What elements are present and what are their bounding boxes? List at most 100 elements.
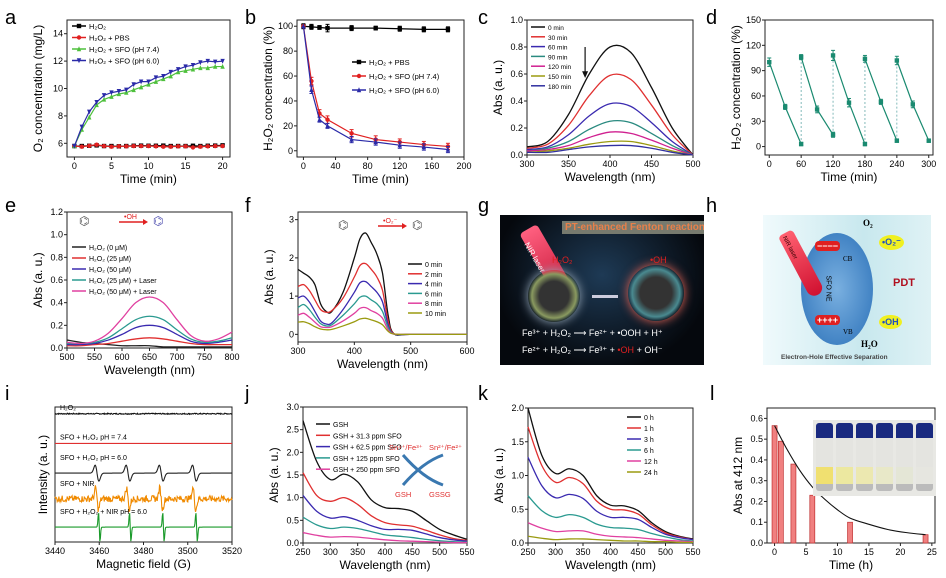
y-tick-label: 1.5 <box>511 437 524 447</box>
x-tick-label: 250 <box>520 547 535 557</box>
x-tick-label: 300 <box>548 547 563 557</box>
x-tick-label: 60 <box>796 159 806 169</box>
legend-entry: 0 h <box>644 415 654 422</box>
x-tick-label: 120 <box>826 159 841 169</box>
legend-entry: 6 h <box>644 448 654 455</box>
series-line <box>527 426 694 541</box>
x-tick-label: 3440 <box>45 546 65 556</box>
series-line <box>526 140 694 156</box>
redox-cycle-arrow-icon <box>401 453 444 486</box>
y-tick-label: 8 <box>58 111 63 121</box>
y-tick-label: 0.8 <box>510 42 523 52</box>
series-line <box>526 73 694 156</box>
y-tick-label: 0.0 <box>286 538 299 548</box>
x-tick-label: 240 <box>889 159 904 169</box>
x-tick-label: 250 <box>295 547 310 557</box>
data-point <box>421 144 427 150</box>
vials-row <box>813 420 936 494</box>
data-point <box>325 123 330 129</box>
fenton-equation-2: Fe²⁺ + H₂O₂ ⟶ Fe³⁺ + •OH + OH⁻ <box>522 345 663 356</box>
vials-photo-inset <box>813 420 936 496</box>
data-point <box>87 109 92 115</box>
y-axis-label: Abs at 412 nm <box>731 437 745 514</box>
panel-letter: e <box>5 195 16 217</box>
legend-entry: 2 min <box>425 272 442 279</box>
y-tick-label: 0.0 <box>510 150 523 160</box>
x-tick-label: 550 <box>685 547 700 557</box>
y-axis-label: H₂O₂ concentration (%) <box>261 26 275 151</box>
data-point <box>198 144 203 149</box>
y-tick-label: 0.6 <box>50 275 63 285</box>
x-tick-label: 600 <box>114 352 129 362</box>
x-axis-label: Wavelength (nm) <box>565 170 656 184</box>
data-point <box>445 146 451 152</box>
series-line <box>527 495 694 542</box>
y-tick-label: 1.0 <box>286 493 299 503</box>
y-axis-label: Intensity (a. u.) <box>36 435 50 514</box>
x-tick-label: 800 <box>224 352 239 362</box>
legend-entry: GSH + 250 ppm SFO <box>333 467 400 474</box>
y-tick-label: 2.5 <box>286 425 299 435</box>
y-tick-label: 0.2 <box>50 320 63 330</box>
x-tick-label: 0 <box>72 161 77 171</box>
data-point <box>220 58 225 64</box>
x-axis-label: Wavelength (nm) <box>104 363 195 377</box>
x-tick-label: 400 <box>603 547 618 557</box>
x-tick-label: 15 <box>181 161 191 171</box>
data-point <box>175 67 181 73</box>
data-point <box>161 73 166 79</box>
x-tick-label: 10 <box>832 547 842 557</box>
data-point <box>356 73 362 79</box>
panel-h-illustration: NIR laser −−−− CB SFO NE ++++ VB O₂ •O₂⁻… <box>763 215 931 365</box>
legend-entry: H₂O₂ + SFO (pH 7.4) <box>89 45 160 54</box>
data-point <box>138 84 144 90</box>
y-tick-label: 1.5 <box>286 470 299 480</box>
legend-entry: 3 h <box>644 437 654 444</box>
data-point <box>138 79 144 85</box>
y-tick-label: 120 <box>746 40 761 50</box>
x-tick-label: 3460 <box>89 546 109 556</box>
y-axis-label: Abs (a. u.) <box>262 249 276 304</box>
y-axis-label: Abs (a. u.) <box>491 60 505 115</box>
series-line <box>526 102 694 156</box>
trace-label: SFO + H₂O₂ pH = 6.0 <box>60 455 127 462</box>
data-point <box>153 78 159 84</box>
data-point <box>79 124 85 130</box>
x-tick-label: 450 <box>644 159 659 169</box>
data-point <box>205 144 210 149</box>
x-tick-label: 500 <box>685 159 700 169</box>
data-point <box>72 143 77 149</box>
legend-entry: H₂O₂ + PBS <box>89 34 130 43</box>
y-tick-label: 1.0 <box>510 15 523 25</box>
data-point <box>116 144 122 149</box>
y-tick-label: 0.6 <box>510 69 523 79</box>
x-tick-label: 550 <box>459 547 474 557</box>
x-tick-label: 350 <box>575 547 590 557</box>
epr-trace <box>55 464 232 482</box>
chart-d: 0 60 120 180 240 300 0 30 60 90 120 150 Time (min) H₂… <box>729 15 936 184</box>
data-point <box>79 144 85 149</box>
legend-entry: 4 min <box>425 282 442 289</box>
data-point <box>814 107 820 112</box>
data-point <box>317 116 322 122</box>
data-point <box>205 65 210 71</box>
legend-entry: 0 min <box>548 25 564 32</box>
legend-entry: 12 h <box>644 459 658 466</box>
vial <box>856 423 873 491</box>
data-point <box>101 96 107 102</box>
y-tick-label: 0.0 <box>750 538 763 548</box>
x-tick-label: 120 <box>392 161 407 171</box>
data-point <box>138 143 144 149</box>
data-point <box>168 73 173 79</box>
legend-entry: H₂O₂ (0 μM) <box>89 245 127 252</box>
y-tick-label: 12 <box>53 56 63 66</box>
y-tick-label: 30 <box>751 116 761 126</box>
x-tick-label: 5 <box>804 547 809 557</box>
eq2-part: + OH⁻ <box>634 345 663 355</box>
chart-l: 0 5 10 15 20 25 0.0 0.1 0.2 0.3 0.4 0.5 0.6 Time (h) A… <box>731 407 937 572</box>
series-line <box>302 494 468 542</box>
x-tick-label: 0 <box>772 547 777 557</box>
x-tick-label: 15 <box>864 547 874 557</box>
y-tick-label: 14 <box>53 29 63 39</box>
